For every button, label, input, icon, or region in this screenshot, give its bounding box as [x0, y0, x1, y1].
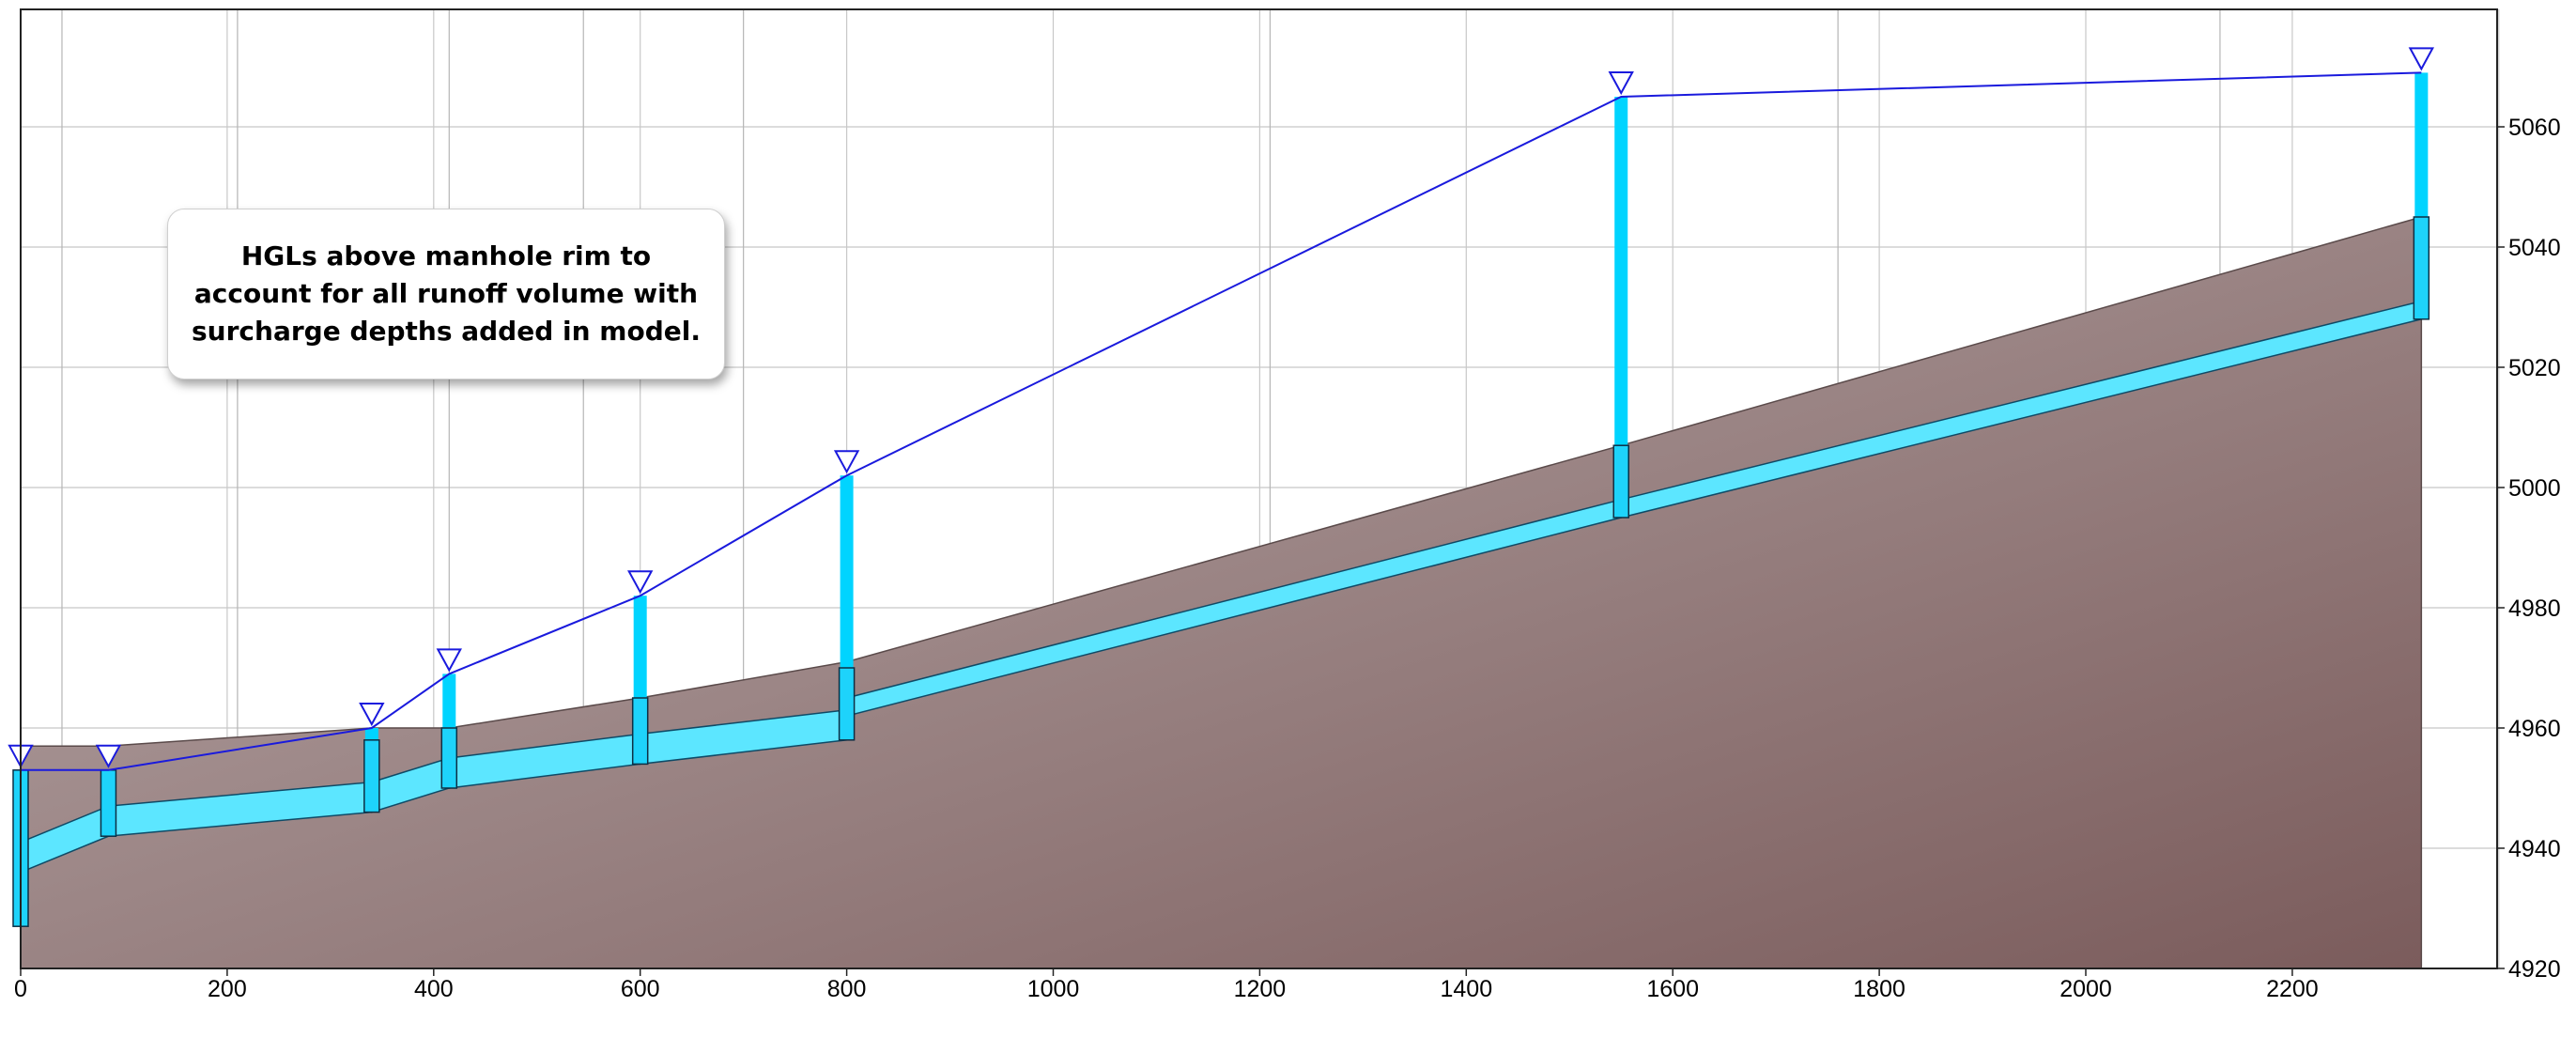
manhole	[2413, 216, 2430, 320]
annotation-box: HGLs above manhole rim to account for al…	[167, 209, 725, 379]
y-tick-label: 4980	[2508, 596, 2561, 622]
surcharge-column	[442, 674, 456, 728]
x-tick-label: 400	[414, 976, 454, 1002]
x-tick-label: 1800	[1853, 976, 1905, 1002]
x-tick-label: 600	[621, 976, 660, 1002]
manhole	[1612, 444, 1629, 519]
surcharge-column	[364, 728, 378, 740]
surcharge-column	[2414, 72, 2429, 218]
x-tick-label: 1200	[1234, 976, 1287, 1002]
manhole	[440, 727, 458, 789]
manhole	[631, 697, 649, 766]
x-tick-label: 0	[14, 976, 27, 1002]
x-tick-label: 2200	[2266, 976, 2319, 1002]
x-tick-label: 1000	[1027, 976, 1080, 1002]
x-tick-label: 1600	[1646, 976, 1699, 1002]
hgl-marker-icon	[1608, 71, 1634, 96]
y-tick-label: 5020	[2508, 355, 2561, 381]
manhole	[100, 769, 117, 837]
hgl-marker-icon	[95, 744, 122, 768]
manhole	[363, 739, 380, 813]
manhole	[838, 667, 856, 741]
hgl-marker-icon	[2408, 47, 2435, 71]
plot-frame	[20, 8, 2498, 969]
y-tick-label: 4920	[2508, 956, 2561, 983]
x-tick-label: 800	[827, 976, 867, 1002]
hgl-marker-icon	[359, 703, 385, 727]
hgl-marker-icon	[833, 450, 860, 474]
hgl-marker-icon	[627, 570, 654, 595]
surcharge-column	[840, 475, 854, 668]
y-tick-label: 4960	[2508, 716, 2561, 742]
hgl-line	[21, 71, 2422, 771]
annotation-text: HGLs above manhole rim to account for al…	[192, 240, 701, 347]
y-tick-label: 5000	[2508, 475, 2561, 502]
y-tick-label: 5060	[2508, 115, 2561, 141]
hgl-marker-icon	[436, 648, 462, 673]
x-tick-label: 1400	[1440, 976, 1492, 1002]
y-tick-label: 4940	[2508, 836, 2561, 862]
x-tick-label: 2000	[2059, 976, 2112, 1002]
surcharge-column	[1614, 97, 1628, 446]
y-tick-label: 5040	[2508, 235, 2561, 261]
surcharge-column	[633, 596, 647, 698]
x-tick-label: 200	[208, 976, 247, 1002]
